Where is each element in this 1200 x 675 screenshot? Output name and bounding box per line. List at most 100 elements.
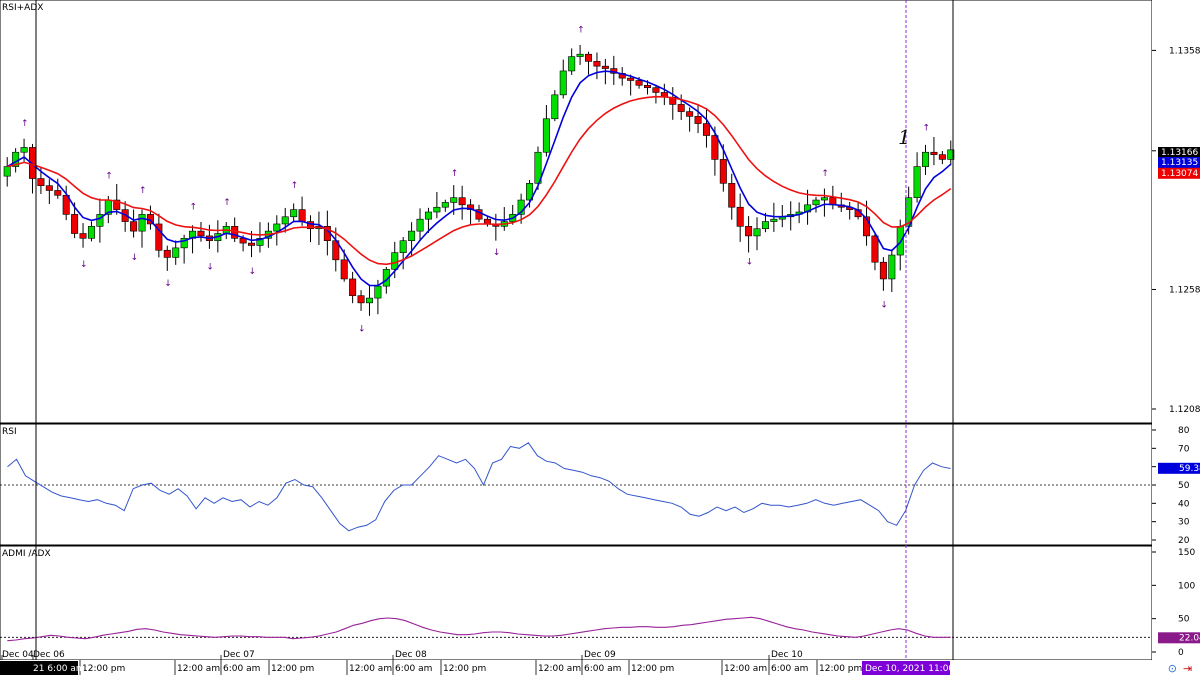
candle-body <box>922 151 930 167</box>
fast-ma-line <box>6 70 952 287</box>
time-date-label: Dec 10 <box>771 650 803 660</box>
sync-icon[interactable]: ⊙ <box>1167 661 1177 675</box>
candle-body <box>812 199 820 206</box>
candle-body <box>879 261 887 280</box>
buy-signal-arrow: ↓ <box>131 253 139 263</box>
candle-body <box>281 216 289 225</box>
candle-body <box>863 216 871 237</box>
candle-body <box>54 190 62 196</box>
moving-averages <box>6 70 952 287</box>
rsi-value-label: 59.38 <box>1179 464 1200 474</box>
sell-signal-arrow: ↑ <box>451 169 459 179</box>
candle-body <box>87 226 95 239</box>
sell-signal-arrow: ↑ <box>577 26 585 36</box>
sell-signal-arrow: ↑ <box>923 124 931 134</box>
candle-body <box>340 259 348 280</box>
rsi-tick-label: 20 <box>1178 536 1190 546</box>
rsi-line <box>7 442 951 532</box>
candle-body <box>593 61 601 67</box>
sell-signal-arrow: ↑ <box>821 169 829 179</box>
candle-body <box>745 226 753 237</box>
buy-signal-arrow: ↓ <box>746 258 754 268</box>
rsi-value-tag <box>1158 462 1200 474</box>
price-tag <box>1158 167 1200 179</box>
candle-body <box>753 228 761 237</box>
rsi-layer: 8070605040302059.38 <box>0 426 1200 546</box>
candle-body <box>163 249 171 258</box>
main-panel <box>0 0 1153 424</box>
sell-signal-arrow: ↑ <box>139 186 147 196</box>
sell-signal-arrow: ↑ <box>223 198 231 208</box>
rsi-panel-title: RSI <box>2 427 17 437</box>
candle-body <box>391 252 399 270</box>
buy-signal-arrow: ↓ <box>493 248 501 258</box>
adx-tick-label: 0 <box>1178 648 1184 658</box>
candle-body <box>542 118 550 153</box>
candle-body <box>113 199 121 210</box>
crosshair-time-box <box>862 661 950 675</box>
buy-signal-arrow: ↓ <box>206 262 214 272</box>
candle-body <box>416 218 424 232</box>
candle-body <box>408 230 416 241</box>
time-hour-label: 12:00 am <box>177 664 220 674</box>
candle-body <box>467 204 475 210</box>
rsi-tick-label: 50 <box>1178 481 1190 491</box>
price-tick-label: 1.13586 <box>1169 46 1200 56</box>
candle-body <box>37 178 45 187</box>
sell-signal-arrow: ↑ <box>291 181 299 191</box>
candle-body <box>888 254 896 280</box>
annotation-one: 1 <box>898 125 911 149</box>
candle-body <box>20 147 28 153</box>
adx-panel <box>0 545 1153 661</box>
candle-body <box>677 104 685 112</box>
candle-body <box>71 214 79 234</box>
candle-body <box>96 214 104 227</box>
candle-body <box>290 209 298 218</box>
candle-body <box>585 53 593 62</box>
candle-body <box>180 237 188 249</box>
candle-body <box>534 151 542 184</box>
time-hour-label: 12:00 pm <box>271 664 314 674</box>
rsi-tick-label: 80 <box>1178 426 1190 436</box>
price-axis[interactable] <box>1152 0 1200 660</box>
candle-body <box>399 240 407 253</box>
axes-layer: 1.135861.131661.125861.120861.131661.131… <box>1 46 1200 675</box>
candle-body <box>374 285 382 299</box>
time-date-label: Dec 07 <box>223 650 255 660</box>
candle-body <box>719 159 727 184</box>
crosshair-time-label: Dec 10, 2021 11:00 pm <box>865 664 972 674</box>
candle-body <box>357 295 365 304</box>
candle-body <box>568 56 576 72</box>
buy-signal-arrow: ↓ <box>358 325 366 335</box>
candle-body <box>79 233 87 239</box>
sell-signal-arrow: ↑ <box>105 172 113 182</box>
axis-cut-box <box>0 661 78 675</box>
time-hour-label: 12:00 pm <box>82 664 125 674</box>
rsi-tick-label: 70 <box>1178 444 1190 454</box>
candle-body <box>130 221 138 232</box>
price-tag-label: 1.13135 <box>1161 158 1198 168</box>
candle-body <box>930 151 938 155</box>
slow-ma-line <box>7 95 952 266</box>
candle-body <box>526 183 534 201</box>
adx-tick-label: 150 <box>1178 548 1195 558</box>
candle-body <box>770 218 778 222</box>
candle-body <box>298 209 306 222</box>
time-date-label: Dec 04 <box>2 650 34 660</box>
adx-value-tag <box>1158 632 1200 644</box>
candle-body <box>896 226 904 256</box>
candle-body <box>197 230 205 237</box>
candle-body <box>433 206 441 213</box>
candle-body <box>711 135 719 160</box>
time-hour-label: 6:00 am <box>771 664 808 674</box>
rsi-tick-label: 30 <box>1178 518 1190 528</box>
adx-panel-title: ADMI /ADX <box>2 549 51 559</box>
candle-body <box>172 247 180 258</box>
price-tick-label: 1.12586 <box>1169 285 1200 295</box>
price-tag <box>1158 147 1200 158</box>
time-hour-label: 12:00 pm <box>631 664 674 674</box>
price-tag-label: 1.13074 <box>1161 169 1198 179</box>
candle-body <box>694 116 702 124</box>
time-hour-label: 12:00 pm <box>443 664 486 674</box>
arrow-to-right-icon[interactable]: ⇥ <box>1183 661 1193 675</box>
